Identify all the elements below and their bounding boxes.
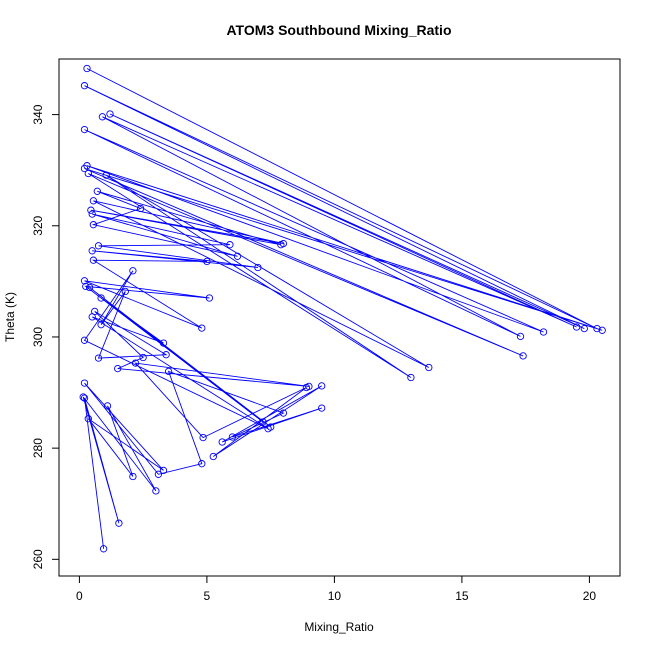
data-point <box>80 82 89 90</box>
data-point <box>226 241 234 249</box>
data-point <box>407 373 415 382</box>
data-point <box>89 197 98 205</box>
data-point <box>97 321 105 329</box>
data-point <box>79 393 87 401</box>
y-tick-label: 260 <box>31 549 45 569</box>
data-point <box>88 210 96 218</box>
data-point <box>80 394 89 402</box>
data-point <box>198 460 206 468</box>
data-point <box>131 359 140 367</box>
data-point <box>97 294 105 302</box>
data-point <box>103 402 112 410</box>
data-point <box>259 418 267 426</box>
data-point <box>98 113 107 121</box>
data-point <box>302 383 311 392</box>
data-point <box>121 287 129 296</box>
y-tick-label: 340 <box>31 104 45 124</box>
y-tick-label: 320 <box>31 215 45 235</box>
data-point <box>85 283 94 292</box>
data-point <box>593 324 601 333</box>
data-point <box>84 415 92 423</box>
data-point <box>102 171 110 179</box>
data-point <box>80 164 89 173</box>
data-point <box>80 336 89 344</box>
data-point <box>80 125 89 134</box>
series-layer <box>79 64 606 553</box>
data-point <box>87 206 95 214</box>
data-point <box>129 267 137 275</box>
data-point <box>277 241 285 249</box>
data-point <box>129 472 137 481</box>
data-point <box>139 353 147 362</box>
series-line <box>82 68 603 549</box>
data-point <box>205 294 214 302</box>
data-point <box>228 433 237 441</box>
data-point <box>159 339 168 347</box>
data-point <box>106 110 114 118</box>
data-point <box>218 438 226 446</box>
x-axis-label: Mixing_Ratio <box>304 620 374 634</box>
x-tick-label: 10 <box>328 589 342 603</box>
data-point <box>162 351 170 359</box>
data-point <box>203 257 211 266</box>
data-point <box>519 352 527 360</box>
data-point <box>254 263 262 272</box>
data-point <box>199 433 207 442</box>
data-point <box>233 252 242 260</box>
data-point <box>318 404 326 412</box>
data-point <box>114 364 122 373</box>
data-point <box>159 466 168 475</box>
data-point <box>154 470 163 478</box>
chart-title: ATOM3 Southbound Mixing_Ratio <box>226 22 451 38</box>
data-point <box>198 324 206 332</box>
x-tick-label: 20 <box>583 589 597 603</box>
data-point <box>572 323 581 331</box>
y-axis-label: Theta (K) <box>3 292 17 342</box>
data-point <box>89 256 98 264</box>
data-point <box>425 363 433 372</box>
data-point <box>99 545 108 553</box>
data-point <box>89 221 98 229</box>
data-point <box>93 187 101 195</box>
data-point <box>580 324 588 333</box>
data-point <box>82 282 90 291</box>
y-axis: 260 280 300 320 340 <box>31 104 60 569</box>
data-point <box>279 409 288 417</box>
data-point <box>94 354 103 362</box>
data-point <box>516 332 525 341</box>
data-point <box>539 328 548 336</box>
data-point <box>152 487 160 495</box>
data-point <box>80 379 89 387</box>
y-tick-label: 280 <box>31 438 45 458</box>
data-point <box>209 452 217 461</box>
data-point <box>91 307 99 316</box>
data-point <box>83 64 91 73</box>
data-point <box>84 169 92 178</box>
data-point <box>598 326 606 334</box>
y-tick-label: 300 <box>31 327 45 347</box>
x-axis: 0 5 10 15 20 <box>76 575 597 603</box>
data-point <box>136 204 145 213</box>
data-point <box>94 242 103 250</box>
x-tick-label: 0 <box>76 589 83 603</box>
x-tick-label: 15 <box>455 589 469 603</box>
data-point <box>88 247 96 255</box>
data-point <box>318 382 326 390</box>
x-tick-label: 5 <box>204 589 211 603</box>
data-point <box>264 425 272 433</box>
data-point <box>80 277 89 285</box>
data-point <box>164 367 173 376</box>
data-point <box>115 519 123 527</box>
